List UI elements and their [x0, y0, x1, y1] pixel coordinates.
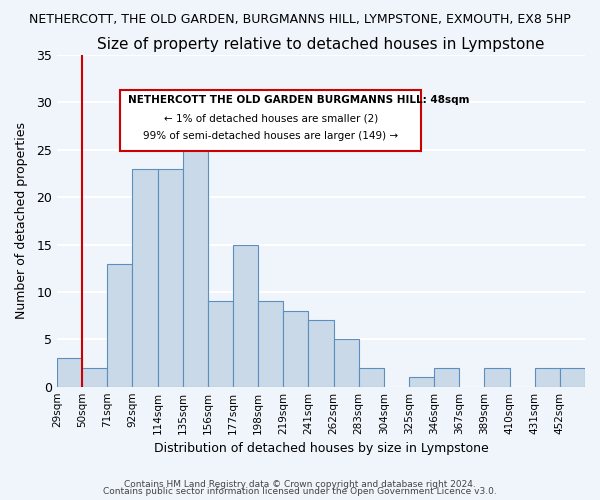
Bar: [359, 368, 384, 386]
Bar: [535, 368, 560, 386]
Text: 99% of semi-detached houses are larger (149) →: 99% of semi-detached houses are larger (…: [143, 132, 398, 141]
Bar: [258, 302, 283, 386]
Text: NETHERCOTT, THE OLD GARDEN, BURGMANNS HILL, LYMPSTONE, EXMOUTH, EX8 5HP: NETHERCOTT, THE OLD GARDEN, BURGMANNS HI…: [29, 12, 571, 26]
Bar: [560, 368, 585, 386]
Bar: [57, 358, 82, 386]
Bar: [409, 377, 434, 386]
Y-axis label: Number of detached properties: Number of detached properties: [15, 122, 28, 320]
Text: Contains HM Land Registry data © Crown copyright and database right 2024.: Contains HM Land Registry data © Crown c…: [124, 480, 476, 489]
Bar: [484, 368, 509, 386]
Bar: [233, 244, 258, 386]
FancyBboxPatch shape: [121, 90, 421, 151]
Text: Contains public sector information licensed under the Open Government Licence v3: Contains public sector information licen…: [103, 487, 497, 496]
X-axis label: Distribution of detached houses by size in Lympstone: Distribution of detached houses by size …: [154, 442, 488, 455]
Bar: [183, 140, 208, 386]
Bar: [434, 368, 460, 386]
Title: Size of property relative to detached houses in Lympstone: Size of property relative to detached ho…: [97, 38, 545, 52]
Text: ← 1% of detached houses are smaller (2): ← 1% of detached houses are smaller (2): [164, 113, 378, 123]
Bar: [107, 264, 133, 386]
Bar: [133, 169, 158, 386]
Text: NETHERCOTT THE OLD GARDEN BURGMANNS HILL: 48sqm: NETHERCOTT THE OLD GARDEN BURGMANNS HILL…: [128, 95, 470, 105]
Bar: [82, 368, 107, 386]
Bar: [158, 169, 183, 386]
Bar: [208, 302, 233, 386]
Bar: [308, 320, 334, 386]
Bar: [334, 340, 359, 386]
Bar: [283, 311, 308, 386]
